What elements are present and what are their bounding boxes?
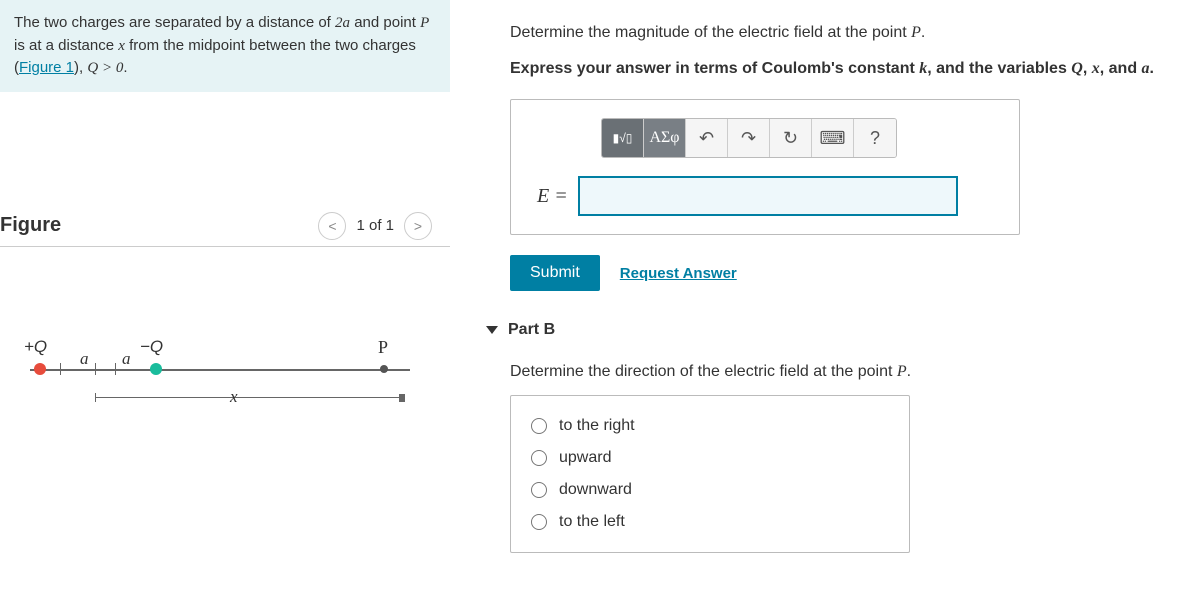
submit-button[interactable]: Submit — [510, 255, 600, 291]
var-2a: 2a — [335, 15, 350, 31]
pager-text: 1 of 1 — [352, 217, 398, 234]
radio-left[interactable] — [531, 514, 547, 530]
var-Q: Q — [1071, 60, 1083, 77]
part-a-instruction-2: Express your answer in terms of Coulomb'… — [510, 56, 1190, 82]
label-point-p: P — [378, 337, 388, 358]
problem-text: The two charges are separated by a dista… — [14, 14, 335, 31]
redo-button[interactable]: ↷ — [728, 119, 770, 157]
part-b-header[interactable]: Part B — [486, 321, 1190, 339]
radio-downward[interactable] — [531, 482, 547, 498]
collapse-icon — [486, 326, 498, 334]
option-upward[interactable]: upward — [531, 442, 889, 474]
equation-toolbar: ▮√▯ ΑΣφ ↶ ↷ ↻ ⌨ ? — [601, 118, 897, 158]
label-x: x — [230, 387, 238, 407]
option-label: to the right — [559, 417, 635, 435]
var-P: P — [911, 24, 921, 41]
request-answer-link[interactable]: Request Answer — [620, 265, 737, 282]
radio-right[interactable] — [531, 418, 547, 434]
templates-button[interactable]: ▮√▯ — [602, 119, 644, 157]
pager-prev-button[interactable]: < — [318, 212, 346, 240]
part-b-instruction: Determine the direction of the electric … — [510, 359, 1190, 385]
reset-button[interactable]: ↻ — [770, 119, 812, 157]
axis-line — [30, 369, 410, 371]
part-b-title: Part B — [508, 321, 555, 339]
tick — [115, 363, 116, 375]
figure-pager: < 1 of 1 > — [318, 212, 432, 240]
var-Qgt0: Q > 0 — [87, 60, 123, 76]
label-minus-q: −Q — [140, 337, 163, 357]
option-right[interactable]: to the right — [531, 410, 889, 442]
var-x: x — [118, 38, 125, 54]
tick — [60, 363, 61, 375]
keyboard-button[interactable]: ⌨ — [812, 119, 854, 157]
var-P: P — [897, 363, 907, 380]
radio-upward[interactable] — [531, 450, 547, 466]
option-label: upward — [559, 449, 611, 467]
undo-button[interactable]: ↶ — [686, 119, 728, 157]
equation-input[interactable] — [578, 176, 958, 216]
label-a2: a — [122, 349, 131, 369]
help-button[interactable]: ? — [854, 119, 896, 157]
figure-title: Figure — [0, 214, 61, 237]
label-plus-q: +Q — [24, 337, 47, 357]
dimension-x — [95, 397, 405, 398]
option-downward[interactable]: downward — [531, 474, 889, 506]
var-a: a — [1142, 60, 1150, 77]
figure-link[interactable]: Figure 1 — [19, 59, 74, 76]
point-p-dot — [380, 365, 388, 373]
pager-next-button[interactable]: > — [404, 212, 432, 240]
answer-area: ▮√▯ ΑΣφ ↶ ↷ ↻ ⌨ ? E = — [510, 99, 1020, 235]
option-left[interactable]: to the left — [531, 506, 889, 538]
equation-label: E = — [531, 185, 568, 208]
option-label: downward — [559, 481, 632, 499]
var-x: x — [1092, 60, 1100, 77]
var-P: P — [420, 15, 429, 31]
part-a-instruction-1: Determine the magnitude of the electric … — [510, 20, 1190, 46]
label-a1: a — [80, 349, 89, 369]
option-label: to the left — [559, 513, 625, 531]
charge-positive — [34, 363, 46, 375]
problem-statement: The two charges are separated by a dista… — [0, 0, 450, 92]
charge-negative — [150, 363, 162, 375]
part-b-options: to the right upward downward to the left — [510, 395, 910, 553]
figure-diagram: +Q −Q P a a x — [0, 327, 450, 527]
greek-button[interactable]: ΑΣφ — [644, 119, 686, 157]
tick — [95, 363, 96, 375]
